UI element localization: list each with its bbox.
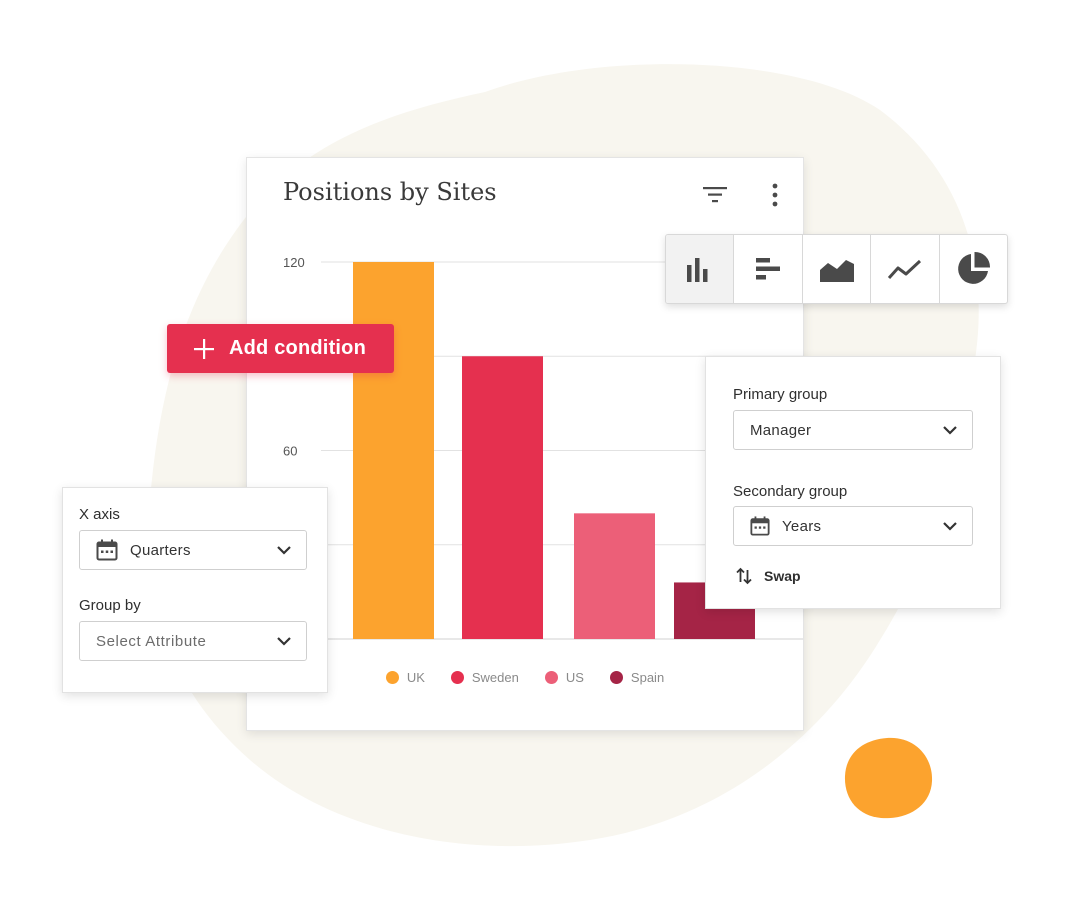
chart-title: Positions by Sites [283, 178, 497, 206]
secondary-group-select[interactable]: Years [733, 506, 973, 546]
legend-swatch [609, 671, 623, 684]
legend-item-sweden: Sweden [450, 670, 519, 685]
pie-chart-icon [958, 251, 991, 284]
filter-button[interactable] [698, 178, 732, 212]
chart-type-toolbar [665, 234, 1008, 304]
primary-group-value: Manager [750, 421, 812, 439]
line-chart-icon [887, 259, 921, 280]
more-options-button[interactable] [758, 178, 792, 212]
vertical-bar-chart-icon [686, 258, 708, 282]
add-condition-button[interactable]: Add condition [167, 324, 394, 373]
primary-group-select[interactable]: Manager [733, 410, 973, 450]
legend-swatch [544, 671, 558, 684]
calendar-icon [96, 539, 118, 561]
line-chart-button[interactable] [871, 235, 940, 303]
swap-button[interactable]: Swap [736, 567, 801, 585]
axis-settings-panel: X axis Quarters Group by Select Attribut… [62, 487, 328, 693]
x-axis-select[interactable]: Quarters [79, 530, 307, 570]
legend-swatch [450, 671, 464, 684]
plus-icon [194, 338, 214, 359]
group-by-select[interactable]: Select Attribute [79, 621, 307, 661]
secondary-group-value: Years [782, 517, 822, 535]
more-vertical-icon [772, 183, 778, 207]
y-tick-label: 120 [283, 255, 305, 270]
vertical-bar-chart-button[interactable] [666, 235, 735, 303]
legend-item-spain: Spain [609, 670, 665, 685]
calendar-icon [750, 516, 770, 536]
pie-chart-button[interactable] [940, 235, 1007, 303]
x-axis-value: Quarters [130, 541, 191, 559]
area-chart-button[interactable] [803, 235, 872, 303]
swap-icon [736, 567, 752, 585]
secondary-group-label: Secondary group [733, 483, 848, 500]
legend-label: UK [406, 670, 425, 685]
y-tick-label: 60 [283, 444, 297, 459]
x-axis-label: X axis [79, 506, 120, 523]
legend-label: US [565, 670, 584, 685]
swap-label: Swap [764, 568, 801, 584]
bar-us[interactable] [574, 513, 655, 639]
area-chart-icon [819, 260, 854, 282]
chevron-down-icon [943, 522, 957, 531]
grouping-panel: Primary group Manager Secondary group Ye… [705, 356, 1001, 609]
bar-uk[interactable] [353, 262, 434, 639]
horizontal-bar-chart-button[interactable] [734, 235, 803, 303]
group-by-placeholder: Select Attribute [96, 632, 207, 650]
bar-sweden[interactable] [462, 356, 543, 639]
chevron-down-icon [943, 426, 957, 435]
chevron-down-icon [277, 546, 291, 555]
horizontal-bar-chart-icon [756, 258, 781, 280]
primary-group-label: Primary group [733, 386, 828, 403]
legend-item-uk: UK [385, 670, 425, 685]
filter-icon [703, 187, 727, 203]
legend-label: Spain [630, 670, 665, 685]
group-by-label: Group by [79, 597, 141, 614]
legend-swatch [385, 671, 399, 684]
chevron-down-icon [277, 637, 291, 646]
chart-legend: UK Sweden US Spain [247, 670, 803, 685]
legend-label: Sweden [471, 670, 519, 685]
add-condition-label: Add condition [229, 337, 367, 359]
legend-item-us: US [544, 670, 584, 685]
